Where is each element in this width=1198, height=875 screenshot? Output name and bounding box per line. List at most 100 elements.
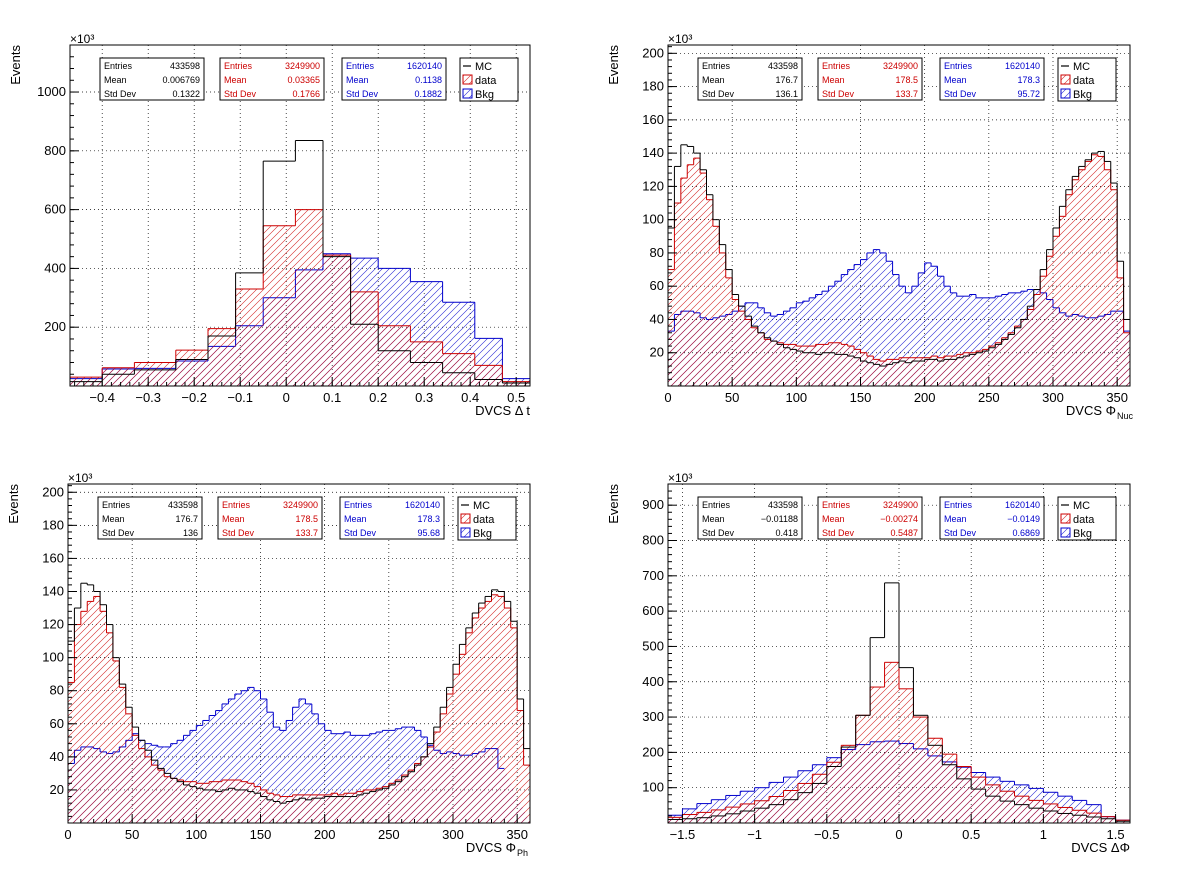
histogram-panel-phi-ph: 0 50 100 150 200 250 300 350 20 40 60 80 100 120 140 16… — [6, 471, 531, 858]
stat-value: 1620140 — [1005, 500, 1040, 510]
stat-value: 0.1138 — [415, 75, 442, 85]
stat-value: 133.7 — [295, 528, 318, 538]
stats-box-frame — [817, 496, 923, 540]
y-tick-label: 160 — [42, 550, 64, 565]
y-axis-title: Events — [606, 45, 621, 85]
stat-value: 95.72 — [1017, 89, 1040, 99]
stats-box-mc: Entries 433598 Mean 176.7 Std Dev 136 — [97, 496, 203, 540]
x-tick-label: 0.2 — [369, 390, 387, 405]
stat-value: 178.5 — [895, 75, 918, 85]
y-tick-label: 80 — [650, 245, 664, 260]
x-axis-title: DVCS Φ — [466, 840, 516, 855]
x-tick-label: −1 — [747, 827, 762, 842]
stat-value: 1620140 — [1005, 61, 1040, 71]
y-tick-label: 120 — [642, 178, 664, 193]
x-tick-label: −0.5 — [814, 827, 840, 842]
stat-label: Mean — [822, 75, 845, 85]
histogram-panel-delta-phi: −1.5 −1 −0.5 0 0.5 1 1.5 100 200 300 400 500 600 700 8… — [606, 471, 1131, 855]
stat-value: −0.0149 — [1007, 514, 1040, 524]
legend-label: data — [1073, 75, 1095, 87]
stat-value: 133.7 — [895, 89, 918, 99]
legend-label: MC — [473, 500, 490, 512]
stats-box-mc: Entries 433598 Mean 176.7 Std Dev 136.1 — [697, 57, 803, 101]
stat-value: 0.1322 — [172, 89, 200, 99]
stat-label: Std Dev — [222, 528, 255, 538]
stat-label: Entries — [944, 500, 973, 510]
y-tick-label: 100 — [642, 212, 664, 227]
stats-box-frame — [939, 57, 1045, 101]
x-tick-label: 50 — [125, 827, 139, 842]
y-exponent-label: ×10³ — [668, 471, 692, 485]
y-tick-label: 900 — [642, 497, 664, 512]
series-mc — [68, 582, 530, 823]
y-tick-label: 60 — [50, 716, 64, 731]
y-tick-label: 400 — [642, 674, 664, 689]
stat-value: 433598 — [170, 61, 200, 71]
y-tick-label: 200 — [642, 45, 664, 60]
y-tick-label: 200 — [42, 484, 64, 499]
x-tick-label: 100 — [185, 827, 207, 842]
y-tick-label: 600 — [642, 603, 664, 618]
stats-box-data: Entries 3249900 Mean 178.5 Std Dev 133.7 — [817, 57, 923, 101]
stats-box-mc: Entries 433598 Mean 0.006769 Std Dev 0.1322 — [99, 57, 205, 101]
stats-box-frame — [697, 496, 803, 540]
x-tick-label: 0.5 — [507, 390, 525, 405]
stat-label: Entries — [944, 61, 973, 71]
stats-box-frame — [939, 496, 1045, 540]
stats-box-bkg: Entries 1620140 Mean 178.3 Std Dev 95.68 — [339, 496, 445, 540]
x-tick-label: 100 — [785, 390, 807, 405]
x-tick-label: 250 — [978, 390, 1000, 405]
legend-label: MC — [1073, 500, 1090, 512]
stats-box-data: Entries 3249900 Mean 178.5 Std Dev 133.7 — [217, 496, 323, 540]
stat-value: 178.5 — [295, 514, 318, 524]
stat-value: 1620140 — [405, 500, 440, 510]
x-tick-label: 1.5 — [1107, 827, 1125, 842]
stats-box-frame — [341, 57, 447, 101]
legend: MC data Bkg — [457, 496, 517, 541]
stat-value: 433598 — [768, 61, 798, 71]
legend-swatch — [1060, 88, 1071, 99]
x-tick-label: 200 — [914, 390, 936, 405]
y-tick-label: 40 — [50, 749, 64, 764]
series-mc — [70, 140, 530, 386]
y-tick-label: 140 — [42, 583, 64, 598]
x-axis-title: DVCS ΔΦ — [1071, 840, 1130, 855]
y-tick-label: 100 — [642, 780, 664, 795]
stat-label: Entries — [822, 61, 851, 71]
legend-label: MC — [475, 61, 492, 73]
stat-label: Mean — [702, 75, 725, 85]
legend: MC data Bkg — [459, 57, 519, 102]
histogram-bins — [70, 140, 530, 386]
x-tick-label: 150 — [850, 390, 872, 405]
y-tick-label: 60 — [650, 278, 664, 293]
stats-box-frame — [339, 496, 445, 540]
x-tick-label: 0.3 — [415, 390, 433, 405]
legend-label: data — [473, 514, 495, 526]
stat-label: Std Dev — [346, 89, 379, 99]
y-tick-label: 80 — [50, 683, 64, 698]
stat-value: 0.1882 — [414, 89, 442, 99]
legend: MC data Bkg — [1057, 496, 1117, 541]
stat-label: Mean — [102, 514, 125, 524]
stat-label: Std Dev — [944, 89, 977, 99]
stat-value: 178.3 — [1017, 75, 1040, 85]
y-tick-label: 180 — [42, 517, 64, 532]
stat-label: Entries — [702, 500, 731, 510]
stat-label: Mean — [222, 514, 245, 524]
y-tick-label: 140 — [642, 145, 664, 160]
y-axis-title: Events — [8, 45, 23, 85]
legend-label: Bkg — [1073, 528, 1092, 540]
legend-label: Bkg — [1073, 89, 1092, 101]
y-tick-label: 500 — [642, 638, 664, 653]
stat-value: 3249900 — [883, 500, 918, 510]
stat-label: Std Dev — [944, 528, 977, 538]
stat-value: 178.3 — [417, 514, 440, 524]
y-exponent-label: ×10³ — [68, 471, 92, 485]
stat-label: Mean — [224, 75, 247, 85]
legend-swatch — [460, 527, 471, 538]
stat-value: 95.68 — [417, 528, 440, 538]
stat-label: Mean — [344, 514, 367, 524]
axes: 0 50 100 150 200 250 300 350 20 40 60 80 100 120 140 16… — [606, 32, 1134, 421]
y-tick-label: 700 — [642, 568, 664, 583]
